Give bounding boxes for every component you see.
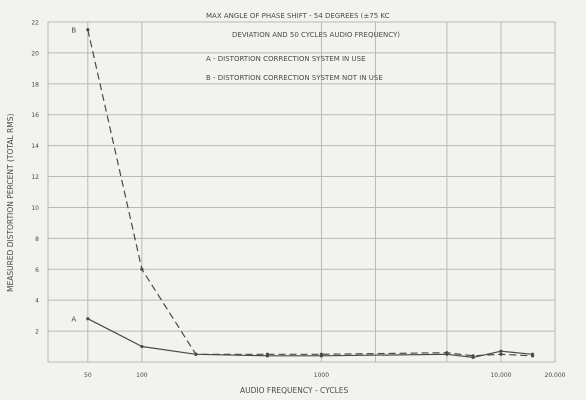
y-tick-label: 20	[31, 50, 39, 57]
y-tick-label: 18	[31, 81, 39, 88]
data-point-b	[499, 352, 503, 356]
y-tick-label: 4	[35, 298, 39, 305]
data-point-b	[86, 28, 90, 32]
data-point-b	[265, 352, 269, 356]
x-tick-label: 100	[136, 372, 148, 379]
data-point-b	[194, 352, 198, 356]
y-tick-label: 2	[35, 329, 39, 336]
x-tick-label: 10,000	[490, 372, 511, 379]
y-tick-label: 16	[31, 112, 39, 119]
data-point-b	[530, 354, 535, 358]
y-axis-label: MEASURED DISTORTION PERCENT (TOTAL RMS)	[6, 114, 15, 292]
y-tick-label: 6	[35, 267, 39, 274]
series-line-a	[87, 318, 533, 358]
y-tick-label: 10	[31, 205, 39, 212]
text-layer: MAX ANGLE OF PHASE SHIFT - 54 DEGREES (±…	[6, 12, 400, 395]
x-axis-label: AUDIO FREQUENCY - CYCLES	[240, 386, 348, 395]
data-point-a	[86, 317, 90, 321]
series-label-b: B	[71, 27, 76, 35]
series-layer: AB	[71, 27, 535, 359]
data-point-b	[319, 352, 324, 356]
grid-layer	[47, 21, 556, 363]
legend-entry-b: B - DISTORTION CORRECTION SYSTEM NOT IN …	[206, 74, 383, 82]
data-point-a	[499, 349, 503, 353]
chart-title-line-1: MAX ANGLE OF PHASE SHIFT - 54 DEGREES (±…	[206, 12, 390, 20]
x-tick-label: 20,000	[545, 372, 566, 379]
y-tick-label: 12	[31, 174, 39, 181]
x-tick-label: 1000	[314, 372, 329, 379]
data-point-b	[471, 354, 475, 358]
axis-layer: 2 4 6 8 10 12 14 16 18 20 22 50 100 1000 10,000 20,000	[31, 20, 565, 380]
data-point-b	[445, 351, 449, 355]
y-tick-label: 14	[31, 143, 39, 150]
series-line-b	[87, 29, 533, 357]
y-tick-label: 22	[31, 20, 39, 27]
data-point-b	[140, 267, 144, 271]
chart-title-line-2: DEVIATION AND 50 CYCLES AUDIO FREQUENCY)	[232, 31, 400, 39]
x-tick-label: 50	[84, 372, 92, 379]
y-tick-label: 8	[35, 236, 39, 243]
series-label-a: A	[71, 316, 76, 324]
data-point-a	[140, 344, 144, 349]
legend-entry-a: A - DISTORTION CORRECTION SYSTEM IN USE	[206, 55, 366, 63]
